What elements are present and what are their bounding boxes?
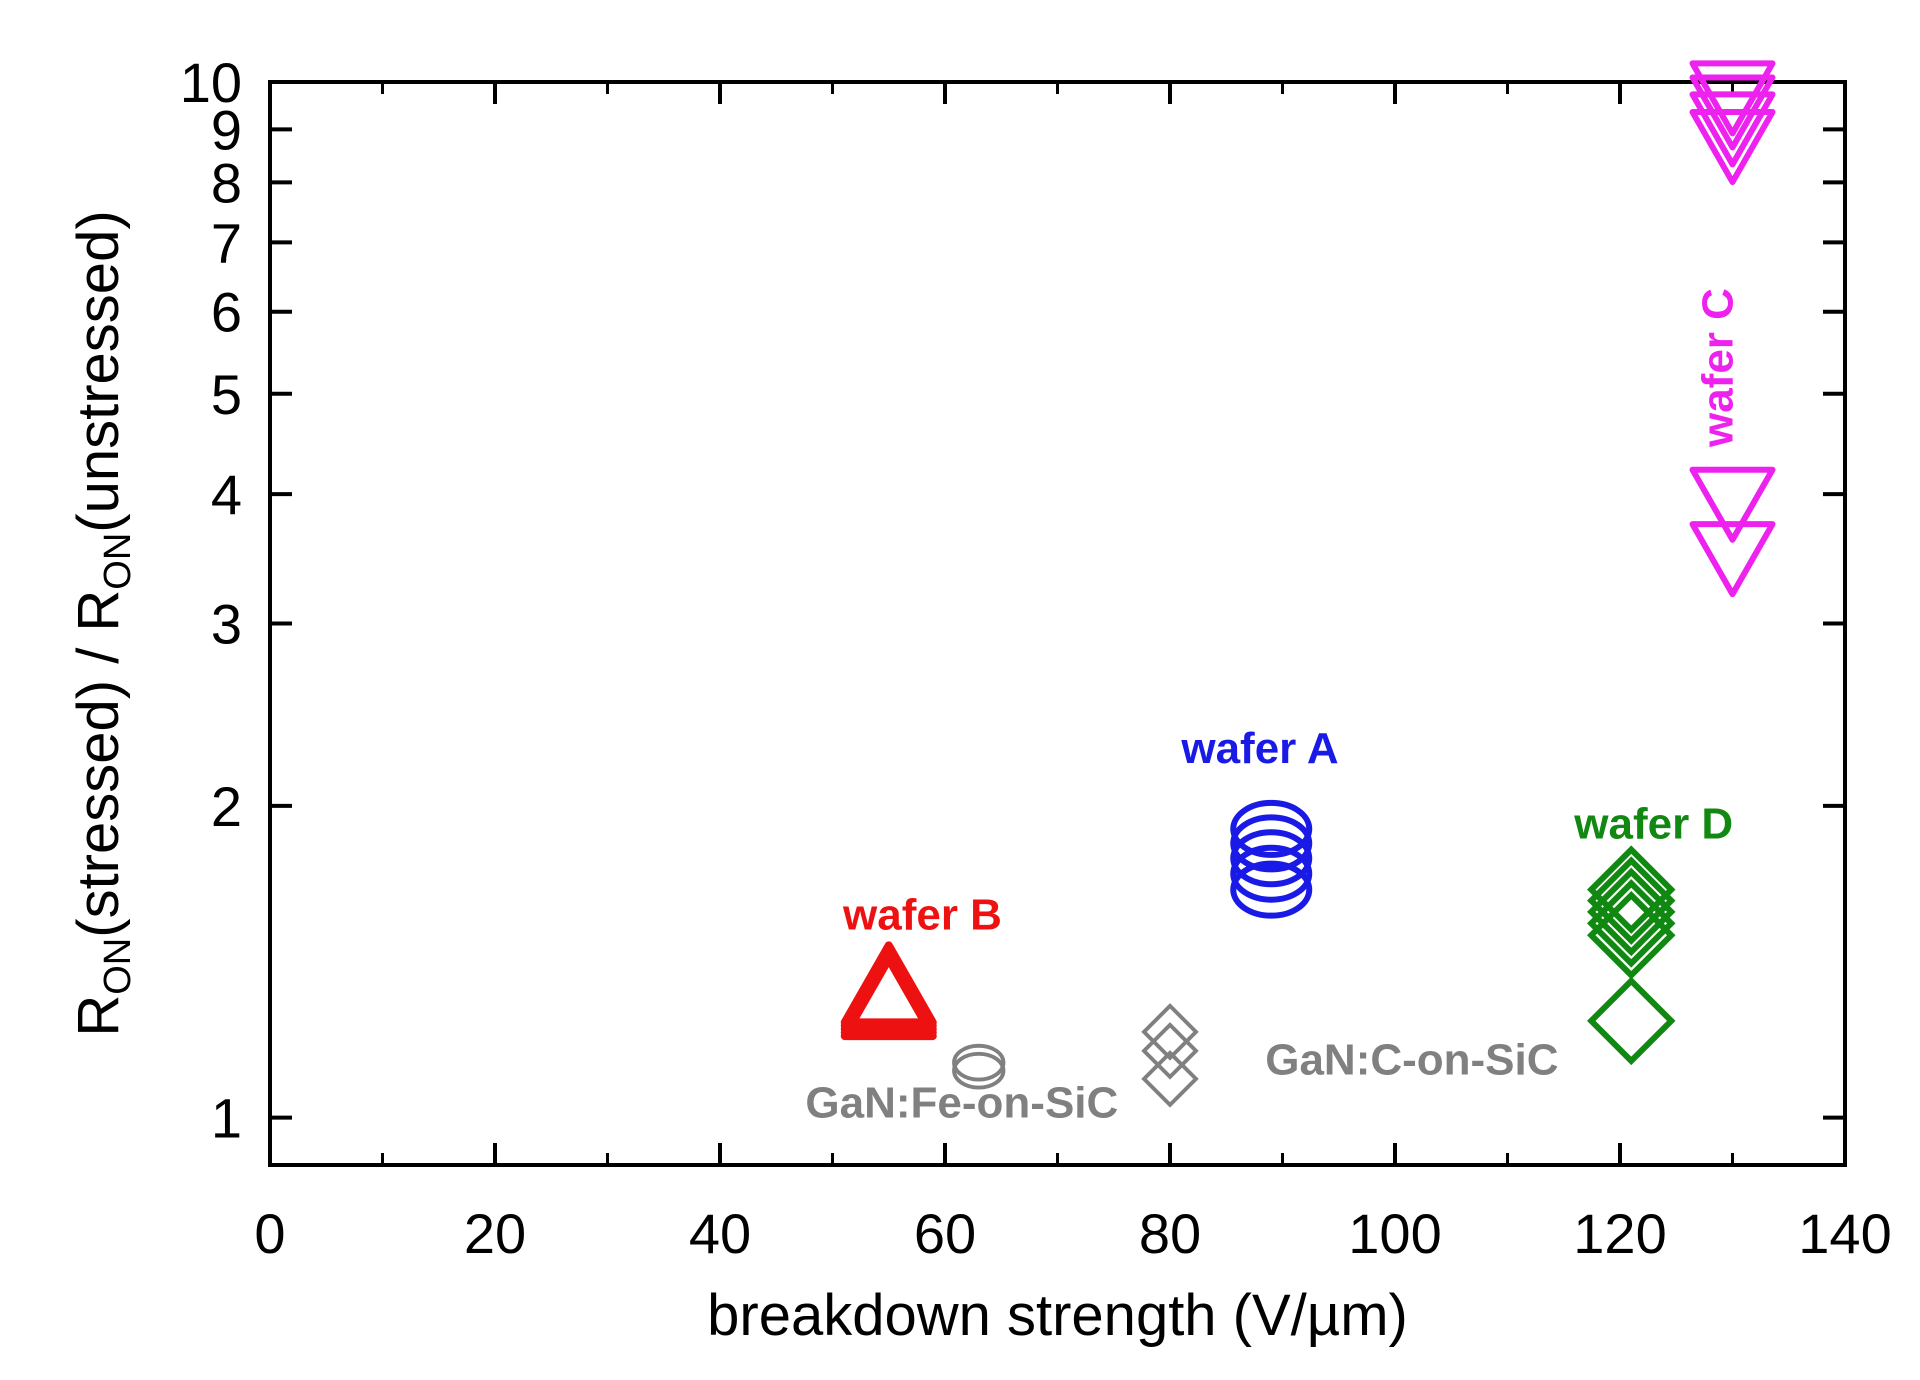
x-tick-label: 140 (1798, 1202, 1891, 1265)
data-point (1689, 466, 1776, 543)
y-tick-label: 1 (211, 1087, 242, 1150)
data-point (1689, 521, 1776, 598)
y-tick-label: 10 (180, 51, 242, 114)
data-point-group (1141, 1003, 1199, 1061)
y-tick-label: 8 (211, 151, 242, 214)
y-tick-label: 4 (211, 463, 242, 526)
x-tick-label: 0 (254, 1202, 285, 1265)
data-point (1230, 844, 1313, 903)
data-point (1230, 829, 1313, 888)
x-axis: 0 20 40 60 80 100 120 140 (254, 82, 1892, 1265)
data-point-group (1141, 1050, 1199, 1108)
y-tick-label: 2 (211, 775, 242, 838)
data-point (1230, 860, 1313, 919)
y-tick-label: 6 (211, 281, 242, 344)
y-tick-label: 7 (211, 211, 242, 274)
data-point (840, 941, 937, 1027)
data-point (952, 1043, 1006, 1082)
y-tick-label: 3 (211, 593, 242, 656)
data-point (1587, 867, 1676, 957)
data-point-group (952, 1051, 1006, 1090)
series-annotation: wafer B (842, 890, 1002, 939)
x-tick-label: 120 (1573, 1202, 1666, 1265)
series-annotation: wafer D (1573, 800, 1733, 849)
series-labels: wafer A wafer B wafer C wafer D GaN:Fe-on-Si… (805, 288, 1742, 1128)
series-annotation: GaN:C-on-SiC (1265, 1036, 1558, 1085)
data-point (1689, 109, 1776, 186)
data-point (1141, 1003, 1199, 1061)
data-point (1587, 976, 1676, 1066)
data-point (1587, 845, 1676, 934)
x-tick-label: 80 (1139, 1202, 1201, 1265)
data-markers (840, 60, 1776, 1108)
data-point (1230, 814, 1313, 873)
series-annotation: GaN:Fe-on-SiC (805, 1079, 1118, 1128)
data-point (1587, 856, 1676, 945)
data-point (1230, 799, 1313, 858)
x-tick-label: 40 (689, 1202, 751, 1265)
x-tick-label: 60 (914, 1202, 976, 1265)
data-point (1689, 74, 1776, 151)
y-axis-label: RON(stressed) / RON(unstressed) (66, 210, 139, 1036)
data-point (1141, 1050, 1199, 1108)
data-point (952, 1051, 1006, 1090)
data-point (1689, 91, 1776, 168)
x-tick-label: 100 (1348, 1202, 1441, 1265)
y-tick-label: 5 (211, 363, 242, 426)
x-tick-label: 20 (464, 1202, 526, 1265)
x-axis-label: breakdown strength (V/µm) (707, 1283, 1408, 1348)
series-annotation: wafer A (1180, 724, 1338, 773)
y-tick-label: 9 (211, 98, 242, 161)
series-annotation: wafer C (1694, 288, 1743, 448)
data-point (1689, 60, 1776, 137)
data-point-group (952, 1043, 1006, 1082)
